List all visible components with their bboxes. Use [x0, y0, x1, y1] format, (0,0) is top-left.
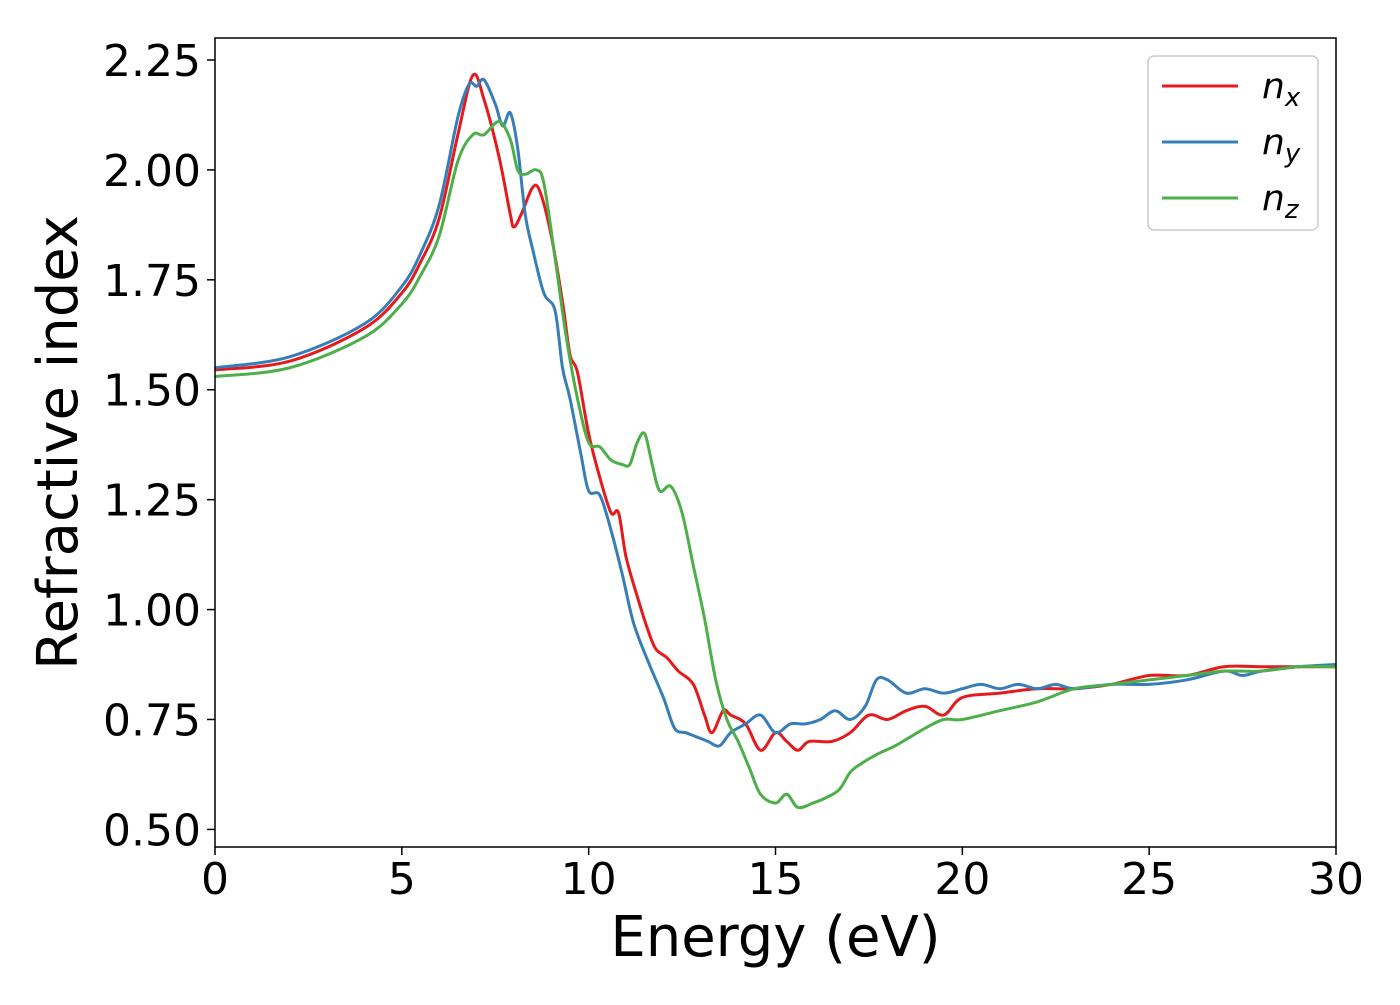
y-tick-label: 1.50: [103, 366, 201, 417]
x-tick-label: 10: [561, 854, 617, 905]
y-tick-label: 0.50: [103, 805, 201, 856]
legend-label-x: nx: [1262, 66, 1301, 113]
legend-label-z: nz: [1262, 178, 1300, 225]
legend-label-y: ny: [1262, 122, 1301, 169]
x-tick-label: 25: [1121, 854, 1177, 905]
y-tick-label: 1.25: [103, 476, 201, 527]
y-tick-label: 2.00: [103, 146, 201, 197]
series-line-z: [215, 120, 1336, 810]
y-tick-label: 1.75: [103, 256, 201, 307]
x-tick-label: 20: [934, 854, 990, 905]
y-tick-label: 2.25: [103, 36, 201, 87]
series-line-y: [215, 77, 1336, 748]
y-axis-ticks: 0.50 0.75 1.00 1.25 1.50 1.75 2.00 2.25: [103, 36, 215, 856]
x-tick-label: 0: [201, 854, 229, 905]
y-tick-label: 1.00: [103, 586, 201, 637]
legend: nx ny nz: [1147, 55, 1319, 231]
x-axis-label: Energy (eV): [610, 905, 940, 970]
x-axis-ticks: 0 5 10 15 20 25 30: [201, 847, 1364, 905]
x-tick-label: 30: [1308, 854, 1364, 905]
x-tick-label: 5: [388, 854, 416, 905]
plot-area: [215, 72, 1336, 810]
x-tick-label: 15: [748, 854, 804, 905]
series-line-x: [215, 72, 1336, 752]
y-tick-label: 0.75: [103, 695, 201, 746]
y-axis-label: Refractive index: [26, 215, 91, 670]
